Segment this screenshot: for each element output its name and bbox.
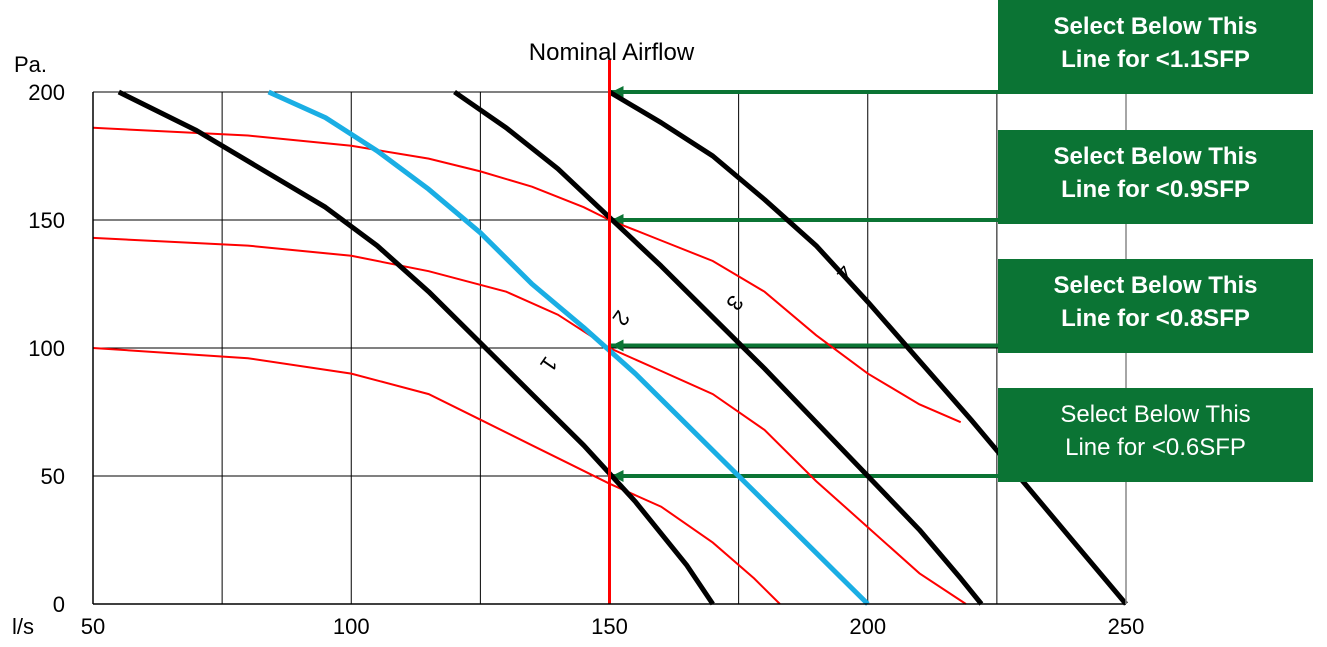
- sfp-box-line-2: Line for <0.6SFP: [1065, 434, 1246, 461]
- x-tick-label: 100: [333, 614, 370, 639]
- sfp-box-line-2: Line for <0.8SFP: [1061, 305, 1250, 332]
- sfp-box: Select Below This Line for <0.9SFP: [998, 130, 1313, 224]
- system-curve: [92, 236, 967, 605]
- fan-curve-label: 3: [721, 291, 749, 315]
- x-tick-label: 250: [1108, 614, 1145, 639]
- sfp-box-line-2: Line for <0.9SFP: [1061, 176, 1250, 203]
- sfp-box: Select Below This Line for <0.6SFP: [998, 388, 1313, 482]
- sfp-box-line-1: Select Below This: [1060, 401, 1251, 428]
- sfp-arrowhead: [611, 86, 624, 98]
- axes: 50 100 150 200 250 0 50 100 150 200 l/s Pa.: [12, 52, 1144, 639]
- sfp-box: Select Below This Line for <0.8SFP: [998, 259, 1313, 353]
- fan-curve-label: 1: [535, 352, 563, 376]
- x-tick-label: 150: [591, 614, 628, 639]
- sfp-box-line-1: Select Below This: [1053, 272, 1258, 299]
- sfp-box-line-1: Select Below This: [1053, 143, 1258, 170]
- y-axis-label: Pa.: [14, 52, 47, 77]
- sfp-lines: [609, 86, 1000, 482]
- fan-curve-label: 2: [607, 306, 635, 330]
- fan-curves: [117, 89, 1128, 606]
- fan-curve-1: [117, 89, 715, 606]
- sfp-arrowhead: [611, 214, 624, 226]
- y-tick-label: 0: [53, 592, 65, 617]
- y-tick-label: 150: [28, 208, 65, 233]
- y-tick-label: 50: [41, 464, 65, 489]
- sfp-box-line-2: Line for <1.1SFP: [1061, 46, 1250, 73]
- system-curve: [92, 126, 962, 424]
- sfp-arrowhead: [611, 470, 624, 482]
- sfp-box: Select Below This Line for <1.1SFP: [998, 0, 1313, 94]
- x-tick-label: 200: [849, 614, 886, 639]
- nominal-airflow: Nominal Airflow: [529, 39, 695, 604]
- system-curves: [92, 126, 967, 605]
- system-curve: [92, 347, 781, 605]
- fan-curve-4: [608, 89, 1128, 606]
- sfp-box-line-1: Select Below This: [1053, 13, 1258, 40]
- nominal-airflow-label: Nominal Airflow: [529, 39, 695, 66]
- y-tick-label: 200: [28, 80, 65, 105]
- y-tick-label: 100: [28, 336, 65, 361]
- fan-curve-2: [267, 89, 870, 606]
- x-tick-label: 50: [81, 614, 105, 639]
- sfp-arrowhead: [611, 339, 624, 352]
- fan-curve-3: [453, 89, 984, 606]
- x-axis-label: l/s: [12, 614, 34, 639]
